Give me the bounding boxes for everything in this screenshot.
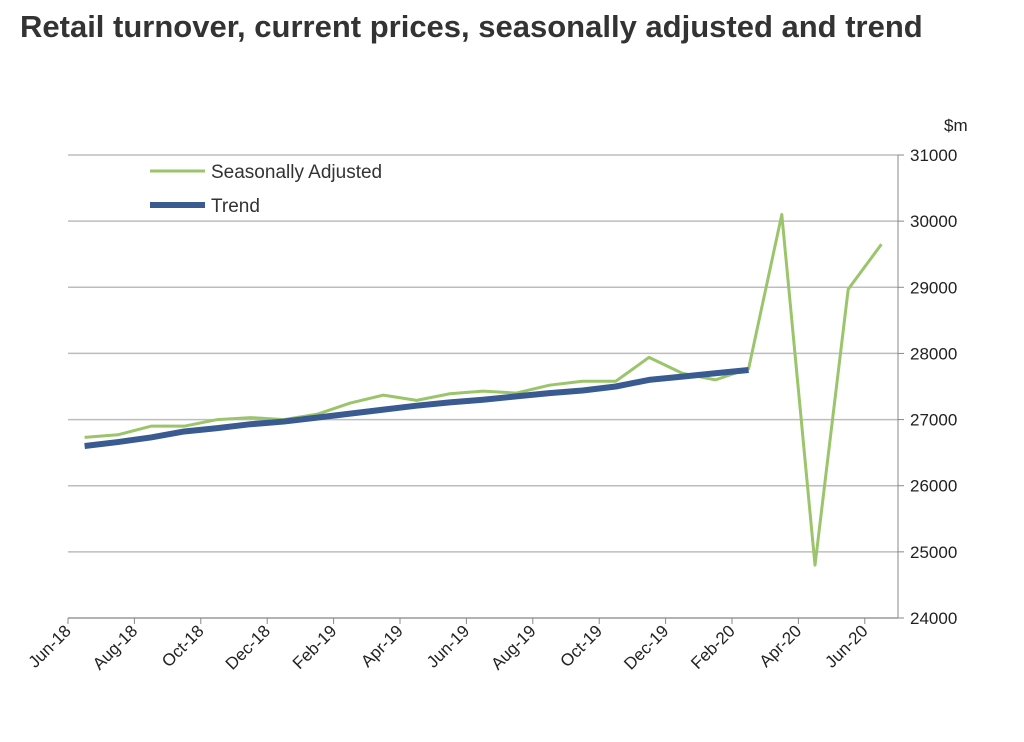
x-tick-label: Dec-18 — [222, 621, 274, 673]
y-tick-label: 26000 — [910, 477, 957, 496]
legend-label-seasonally-adjusted: Seasonally Adjusted — [211, 162, 382, 183]
x-tick-label: Feb-19 — [289, 621, 341, 673]
x-tick-label: Apr-20 — [756, 621, 806, 671]
y-tick-label: 30000 — [910, 212, 957, 231]
x-tick-label: Jun-19 — [423, 621, 473, 671]
y-tick-label: 25000 — [910, 543, 957, 562]
y-tick-label: 29000 — [910, 278, 957, 297]
y-tick-label: 24000 — [910, 609, 957, 628]
series-line-trend — [84, 366, 749, 450]
x-tick-label: Oct-19 — [557, 621, 607, 671]
x-tick-label: Apr-19 — [357, 621, 407, 671]
x-tick-label: Jun-18 — [25, 621, 75, 671]
legend: Seasonally Adjusted Trend — [150, 162, 382, 217]
x-tick-label: Aug-18 — [89, 621, 141, 673]
x-tick-label: Jun-20 — [821, 621, 871, 671]
series-line-seasonally-adjusted — [84, 213, 883, 567]
x-tick-label: Aug-19 — [487, 621, 539, 673]
x-tick-label: Feb-20 — [687, 621, 739, 673]
y-axis-unit-label: $m — [944, 116, 968, 135]
y-tick-label: 27000 — [910, 411, 957, 430]
x-tick-label: Dec-19 — [620, 621, 672, 673]
y-tick-label: 28000 — [910, 344, 957, 363]
x-tick-label: Oct-18 — [158, 621, 208, 671]
y-tick-label: 31000 — [910, 146, 957, 165]
legend-label-trend: Trend — [211, 196, 260, 217]
chart-title: Retail turnover, current prices, seasona… — [20, 9, 923, 44]
